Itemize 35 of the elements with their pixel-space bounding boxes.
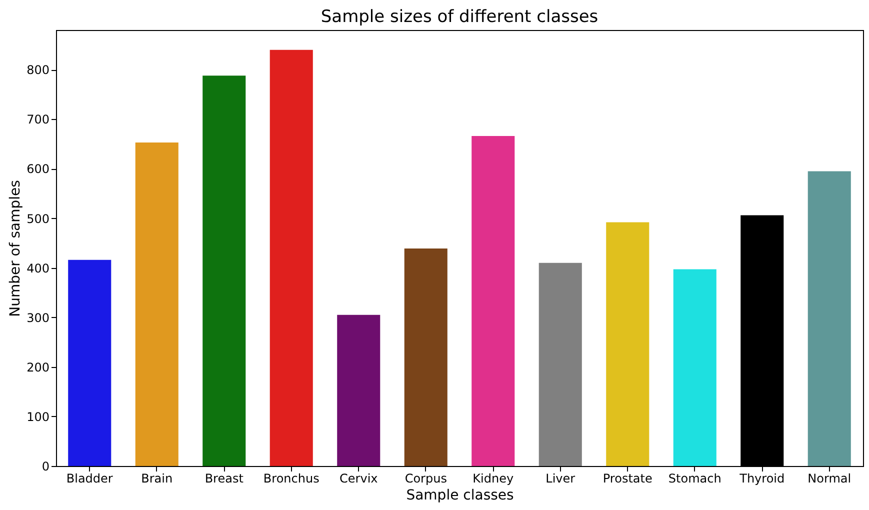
x-tick-label: Brain: [141, 472, 173, 486]
y-tick-label: 400: [26, 261, 50, 276]
x-tick-label: Bladder: [66, 472, 113, 486]
x-tick-label: Cervix: [340, 472, 378, 486]
bar: [68, 260, 112, 466]
x-axis-title: Sample classes: [406, 488, 514, 504]
bar: [606, 222, 650, 466]
y-tick-label: 600: [26, 162, 50, 176]
x-tick-label: Liver: [546, 472, 576, 486]
y-tick-label: 700: [26, 112, 50, 127]
bar: [673, 269, 716, 466]
bar: [404, 248, 448, 466]
y-tick-label: 500: [26, 212, 50, 226]
bar: [202, 76, 246, 466]
bar: [808, 171, 851, 466]
y-axis-title: Number of samples: [8, 180, 24, 317]
bar: [472, 136, 515, 466]
x-tick-label: Breast: [204, 472, 244, 486]
y-tick-label: 200: [26, 360, 50, 374]
chart-title: Sample sizes of different classes: [320, 7, 598, 27]
x-tick-label: Kidney: [472, 472, 514, 486]
y-tick-label: 300: [26, 310, 50, 325]
bar: [337, 314, 380, 466]
bar: [135, 142, 178, 466]
y-tick-label: 100: [26, 410, 50, 424]
x-tick-label: Stomach: [668, 472, 722, 486]
x-tick-label: Corpus: [404, 472, 447, 486]
y-tick-label: 0: [42, 460, 50, 474]
x-tick-label: Thyroid: [738, 472, 785, 486]
y-tick-label: 800: [26, 63, 50, 78]
x-tick-label: Bronchus: [263, 472, 320, 486]
x-tick-label: Normal: [808, 472, 852, 486]
bar: [270, 50, 313, 466]
x-tick-label: Prostate: [602, 472, 652, 486]
bar: [538, 262, 582, 466]
